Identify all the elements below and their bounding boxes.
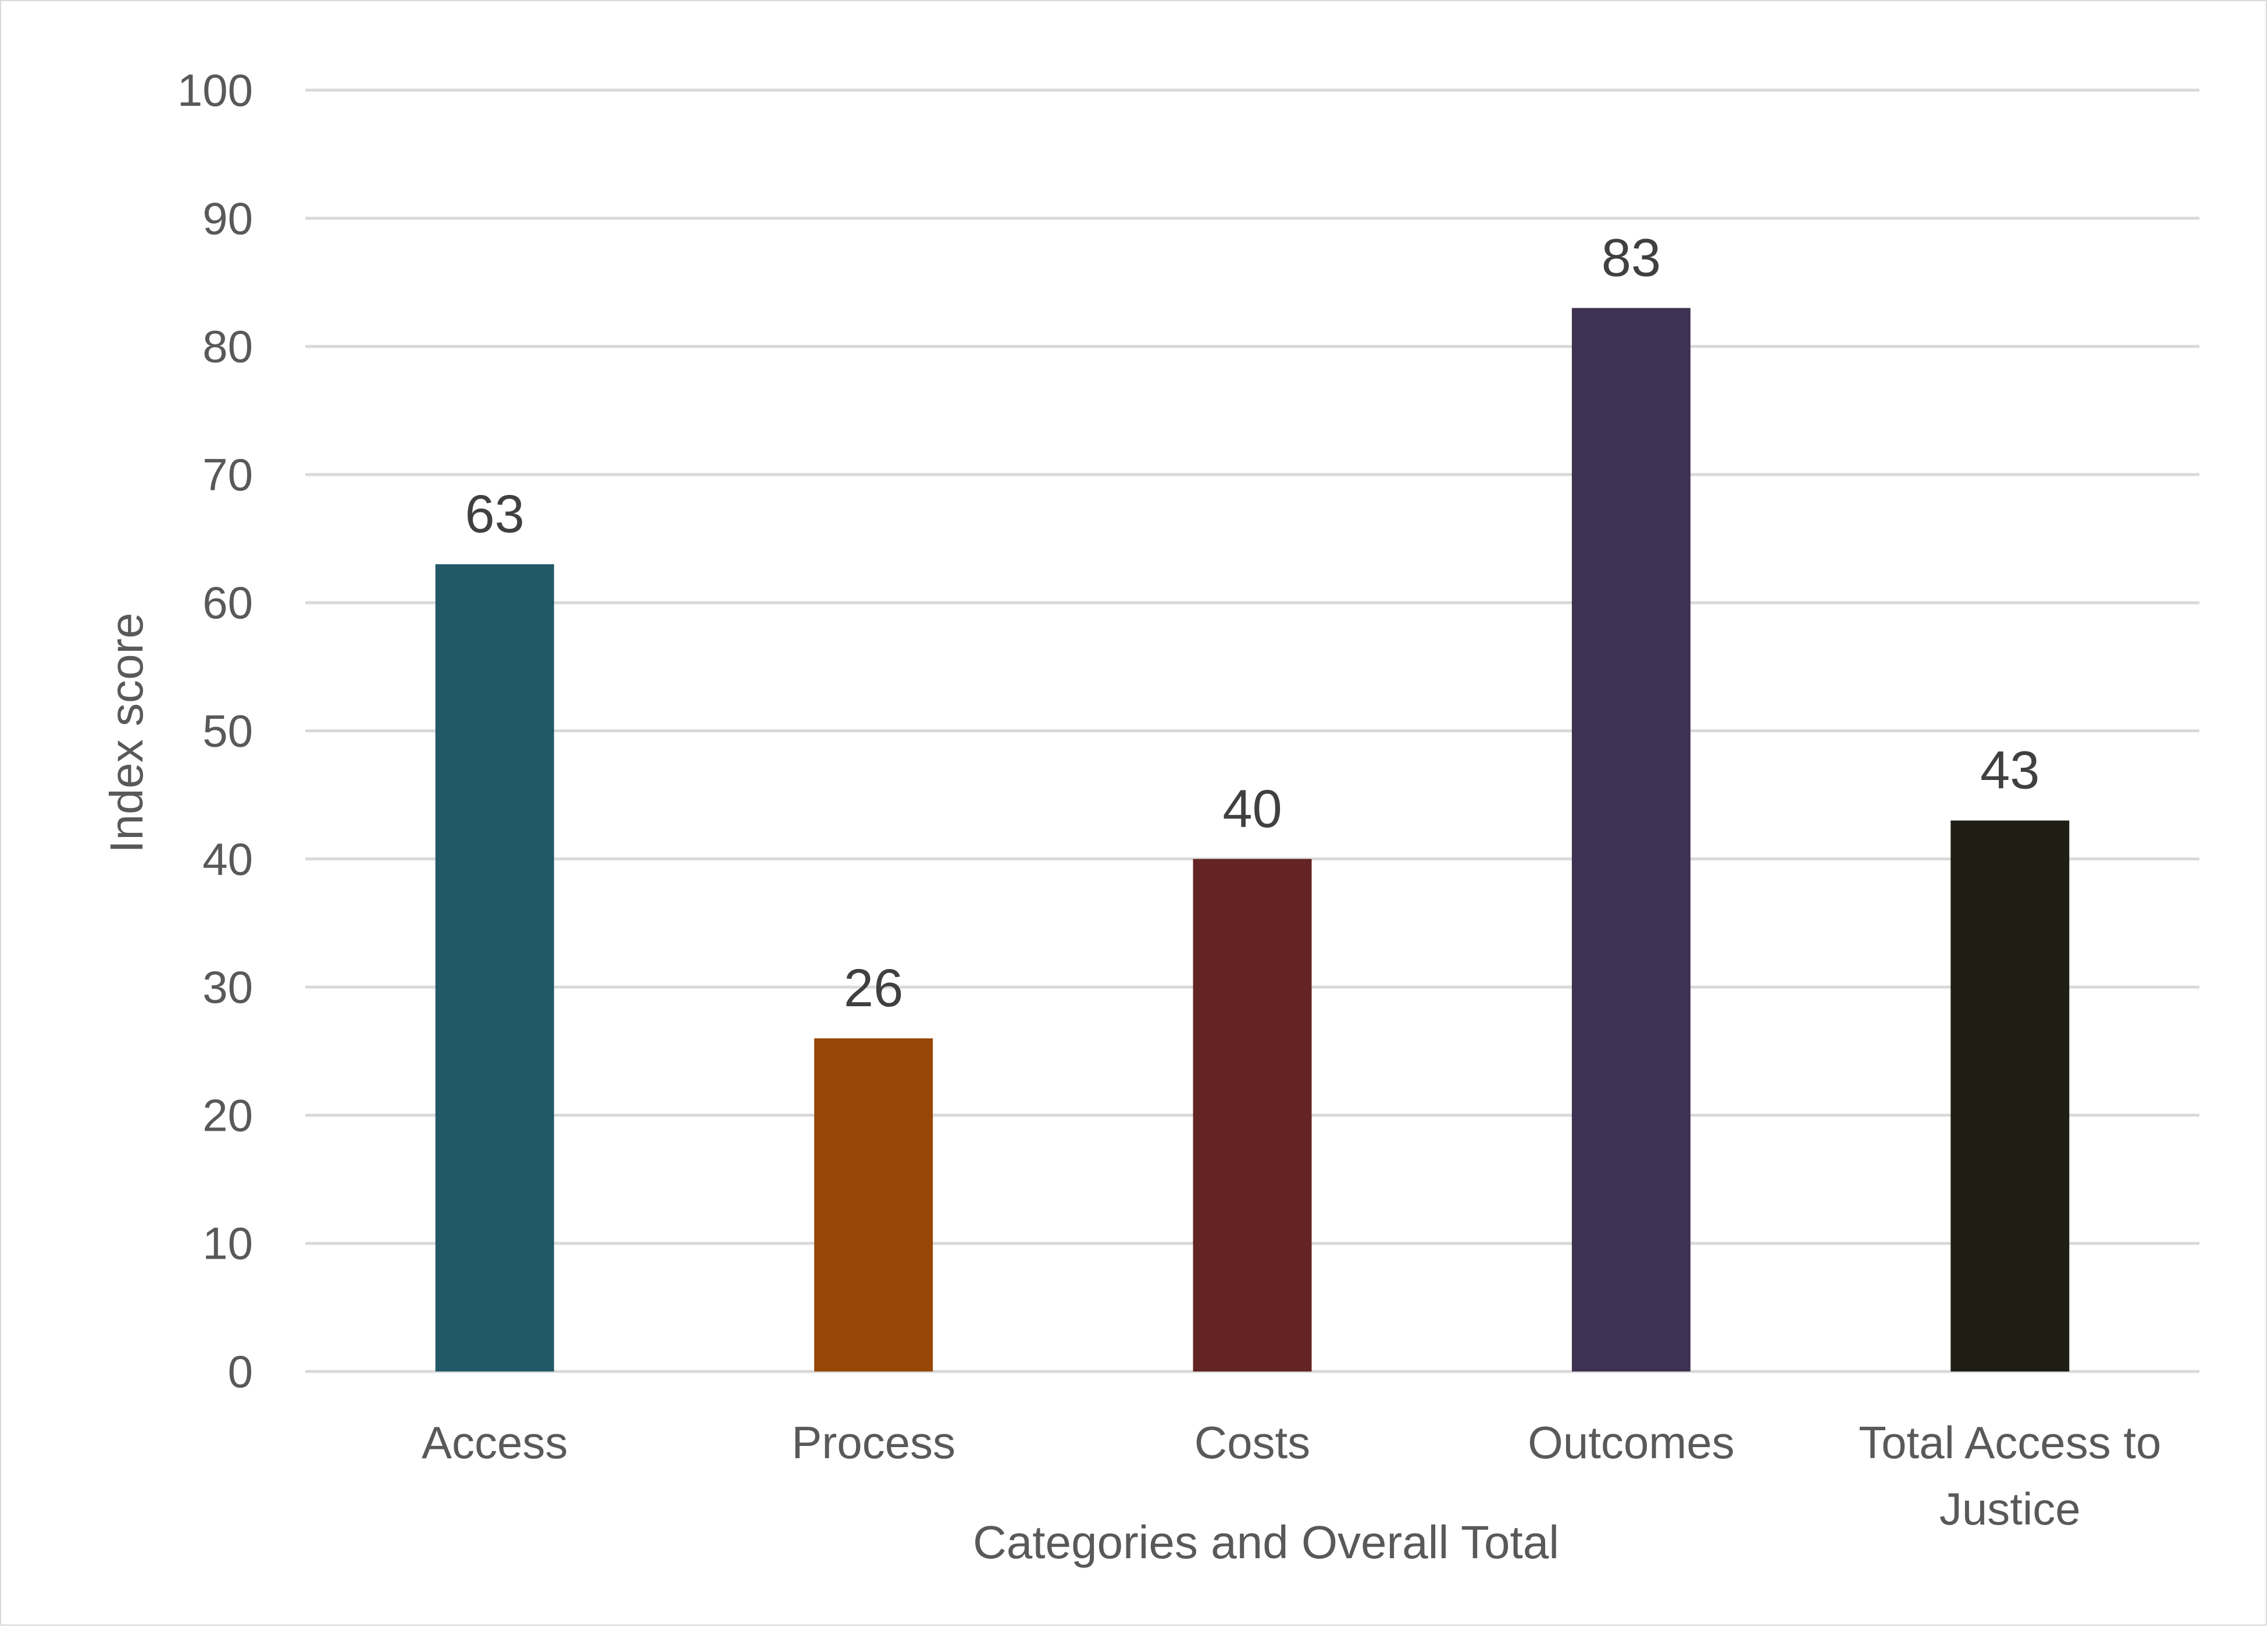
y-tick-label: 100 — [177, 65, 253, 116]
data-label: 40 — [1222, 779, 1282, 839]
x-category-label: Access — [422, 1417, 568, 1468]
x-category-label: Outcomes — [1528, 1417, 1734, 1468]
data-label: 26 — [844, 959, 903, 1018]
data-label: 63 — [465, 485, 525, 544]
x-axis-categories: Access Process Costs Outcomes Total Access t… — [422, 1417, 2161, 1534]
data-labels: 63 26 40 83 43 — [465, 229, 2040, 1018]
data-label: 43 — [1980, 741, 2039, 800]
y-tick-label: 70 — [202, 449, 253, 500]
data-label: 83 — [1602, 229, 1661, 288]
x-category-label: Total Access to Justice — [1859, 1417, 2161, 1534]
bar-outcomes — [1571, 308, 1691, 1371]
bar-costs — [1193, 858, 1312, 1371]
y-axis-title: Index score — [101, 612, 152, 853]
bars — [435, 308, 2070, 1371]
y-tick-label: 30 — [202, 961, 253, 1013]
bar-access — [435, 564, 554, 1371]
y-tick-label: 50 — [202, 706, 253, 757]
y-tick-label: 90 — [202, 193, 253, 244]
y-tick-label: 0 — [228, 1346, 253, 1397]
bar-process — [814, 1038, 933, 1371]
y-tick-label: 80 — [202, 321, 253, 372]
x-category-label: Costs — [1194, 1417, 1310, 1468]
x-category-label: Process — [791, 1417, 955, 1468]
y-axis-ticks: 0 10 20 30 40 50 60 70 80 90 100 — [177, 65, 253, 1397]
x-axis-title: Categories and Overall Total — [973, 1516, 1559, 1568]
y-tick-label: 60 — [202, 577, 253, 628]
y-tick-label: 40 — [202, 833, 253, 885]
y-tick-label: 20 — [202, 1089, 253, 1141]
bar-total-access-to-justice — [1950, 820, 2070, 1371]
y-tick-label: 10 — [202, 1218, 253, 1269]
